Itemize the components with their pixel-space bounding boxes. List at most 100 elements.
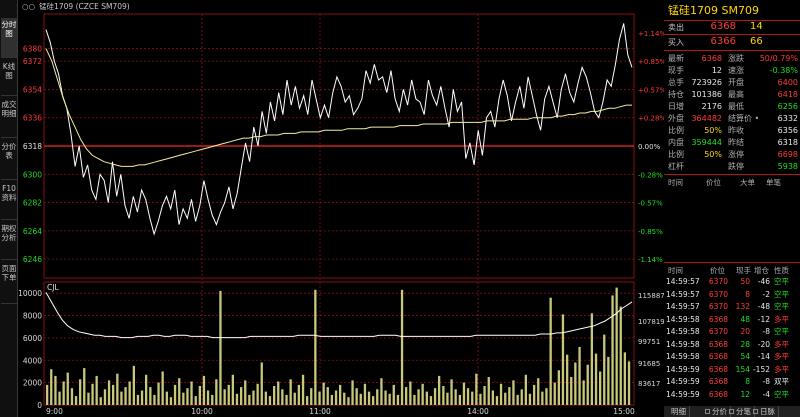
volume-tick-label: 6000 [23, 334, 42, 343]
volume-bar [499, 383, 503, 405]
trades-col: 现手 [736, 266, 751, 275]
volume-bar [487, 377, 490, 405]
bottom-tab-3[interactable]: 日脉 [750, 406, 779, 417]
bottom-tab-2[interactable]: 分笔 [726, 406, 755, 417]
side-tab-0[interactable]: 分时图 [1, 18, 17, 58]
oi-tick-label: 107819 [638, 318, 664, 326]
stat-label: 现手 [668, 66, 684, 75]
side-tab-4[interactable]: F10资料 [1, 182, 17, 220]
volume-bar [91, 383, 94, 405]
volume-bar [429, 396, 433, 405]
pct-tick-label: 0.00% [638, 143, 661, 151]
price-tick-label: 6318 [23, 142, 42, 151]
price-tick-label: 6336 [23, 114, 42, 123]
volume-bar [351, 380, 354, 405]
volume-bar [198, 386, 201, 405]
quote-panel: 锰硅1709 SM709 卖出 6368 14 买入 6366 66 最新 636… [664, 0, 800, 417]
volume-bar [70, 388, 74, 405]
volume-bar [165, 391, 168, 405]
trade-nature: 空平 [774, 289, 789, 299]
bottom-tab-label: 日脉 [760, 407, 775, 416]
volume-bar [161, 371, 164, 405]
trade-qty: 8 [745, 289, 750, 299]
volume-bar [566, 354, 569, 405]
side-tab-6[interactable]: 页面下单 [1, 262, 17, 304]
volume-bar [619, 306, 622, 405]
volume-bar [627, 361, 631, 405]
intraday-chart[interactable]: 6380 6372 6354 6336 6318 6300 6282 6264 6246 +1.1… [18, 0, 664, 417]
bottom-tab-label: 分价 [712, 407, 727, 416]
volume-bar [471, 391, 474, 405]
trades-col: 性质 [774, 266, 789, 275]
volume-bar [264, 391, 267, 405]
stat-value: 5938 [777, 162, 798, 171]
volume-bar [524, 374, 527, 405]
volume-bar [58, 391, 61, 405]
volume-bar [169, 397, 173, 405]
volume-bar [405, 387, 408, 405]
chart-header: ○○ 锰硅1709 (CZCE SM709) [22, 1, 130, 12]
trade-qty: 54 [740, 352, 750, 361]
stat-label: 涨停 [728, 150, 744, 159]
trade-price: 6368 [708, 377, 728, 386]
volume-bar [206, 390, 210, 405]
time-tick-label: 11:00 [309, 407, 331, 416]
stat-value: 50% [704, 150, 722, 159]
stat-value: 6332 [777, 114, 798, 123]
volume-bar [533, 384, 536, 405]
volume-bar [132, 365, 135, 405]
volume-bar [376, 389, 379, 405]
volume-bar [103, 389, 107, 405]
trade-row: 14:59:59 6368 154 -152 多平 [664, 364, 800, 375]
volume-bar [173, 384, 177, 405]
trade-chg: -14 [757, 352, 770, 361]
bottom-tab-label: 分笔 [736, 407, 751, 416]
trade-nature: 空平 [774, 277, 789, 286]
volume-bar [466, 388, 470, 405]
bottom-tab-1[interactable]: 分价 [702, 406, 731, 417]
volume-bar [223, 389, 226, 405]
volume-bar [396, 394, 400, 405]
volume-bar [343, 392, 346, 405]
volume-bar [607, 356, 610, 405]
side-tab-5[interactable]: 期权分析 [1, 222, 17, 260]
volume-bar [79, 379, 82, 405]
volume-bar [384, 390, 387, 405]
volume-tick-label: 10000 [18, 289, 42, 298]
volume-bar [46, 384, 49, 405]
trade-row: 14:59:57 6370 50 -46 空平 [664, 276, 800, 287]
bottom-tab-0[interactable]: 明细 [668, 406, 690, 417]
trade-row: 14:59:57 6370 132 -48 空平 [664, 301, 800, 312]
trade-qty: 28 [740, 339, 750, 349]
stat-label: 最新 [668, 54, 684, 63]
trade-nature: 多平 [774, 352, 789, 361]
oi-tick-label: 83617 [638, 380, 660, 388]
volume-bar [182, 392, 185, 405]
volume-bar [462, 382, 466, 405]
trade-price: 6370 [708, 289, 728, 299]
stat-label: 比例 [668, 126, 684, 135]
volume-bar [252, 390, 255, 405]
trades-col: 价位 [710, 266, 725, 275]
stat-value: 6418 [777, 90, 798, 99]
trade-price: 6368 [708, 314, 728, 324]
open-interest-line [45, 292, 633, 339]
price-table-col: 价位 [706, 178, 721, 187]
volume-bar [260, 362, 263, 405]
stat-value: 50% [704, 126, 722, 135]
price-tick-label: 6354 [23, 85, 42, 94]
time-tick-label: 10:00 [191, 407, 213, 416]
volume-bar [367, 391, 371, 405]
trade-chg: -8 [762, 327, 770, 336]
side-tab-1[interactable]: K线图 [1, 60, 17, 96]
volume-bar [87, 392, 90, 405]
volume-bar [140, 390, 144, 405]
side-tab-2[interactable]: 成交明细 [1, 98, 17, 138]
price-tick-label: 6372 [23, 57, 42, 66]
volume-bar [586, 364, 589, 405]
trade-price: 6368 [708, 364, 728, 374]
volume-bar [458, 394, 461, 405]
side-tab-3[interactable]: 分价表 [1, 140, 17, 180]
volume-bar [74, 396, 78, 405]
volume-bar [483, 386, 486, 405]
